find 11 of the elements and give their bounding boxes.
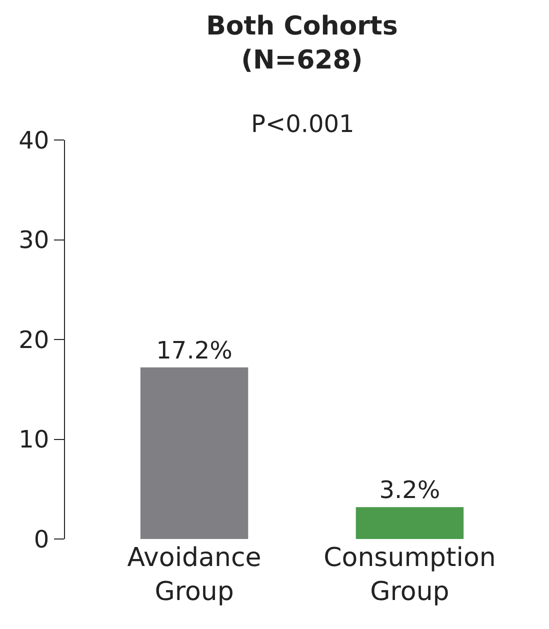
data-label: 3.2%: [379, 476, 440, 504]
y-tick-label: 20: [18, 326, 50, 354]
text: P<0.001: [251, 110, 354, 138]
data-label: 17.2%: [156, 336, 232, 364]
x-tick-label: Consumption Group: [324, 543, 496, 607]
y-tick-label: 40: [18, 126, 50, 154]
x-tick-label: Avoidance Group: [127, 543, 262, 607]
chart-title: Both Cohorts (N=628): [206, 12, 398, 76]
y-tick-label: 0: [34, 525, 50, 554]
y-tick-label: 30: [18, 226, 50, 254]
y-tick-label: 10: [18, 426, 50, 454]
